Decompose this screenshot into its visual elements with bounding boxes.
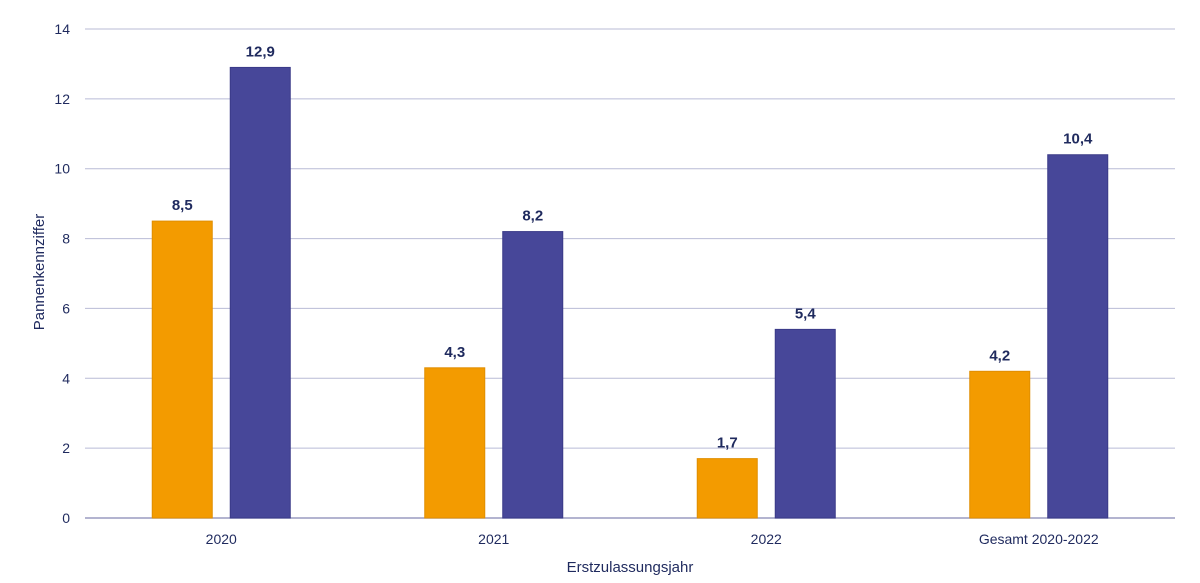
bar (229, 66, 291, 519)
data-label: 4,2 (989, 347, 1010, 364)
data-label: 5,4 (795, 305, 817, 322)
x-tick-label: 2021 (478, 531, 509, 547)
x-tick-label: 2022 (751, 531, 782, 547)
y-tick-label: 8 (62, 231, 70, 247)
y-tick-label: 0 (62, 510, 70, 526)
data-label: 4,3 (444, 344, 465, 361)
bar (151, 220, 213, 519)
x-axis-title: Erstzulassungsjahr (567, 559, 694, 576)
x-tick-label: Gesamt 2020-2022 (979, 531, 1099, 547)
data-label: 12,9 (246, 43, 275, 60)
y-tick-label: 4 (62, 370, 70, 386)
y-axis-ticks: 0 2 4 6 8 10 12 14 (54, 21, 70, 526)
bar (774, 328, 836, 519)
data-label: 1,7 (717, 435, 738, 452)
data-label: 8,2 (522, 208, 543, 225)
y-tick-label: 2 (62, 440, 70, 456)
bar (502, 231, 564, 519)
data-label: 10,4 (1063, 131, 1093, 148)
bars (151, 66, 1109, 519)
data-labels: 8,5 12,9 4,3 8,2 1,7 5,4 4,2 10,4 (172, 43, 1093, 451)
bar (969, 370, 1031, 519)
bar (696, 458, 758, 519)
y-axis-title: Pannenkennziffer (31, 214, 48, 330)
y-tick-label: 6 (62, 300, 70, 316)
data-label: 8,5 (172, 197, 193, 214)
bar (1047, 154, 1109, 519)
y-tick-label: 10 (54, 161, 70, 177)
x-axis-ticks: 2020 2021 2022 Gesamt 2020-2022 (206, 531, 1099, 547)
y-tick-label: 12 (54, 91, 70, 107)
y-tick-label: 14 (54, 21, 70, 37)
x-tick-label: 2020 (206, 531, 237, 547)
bar (424, 367, 486, 519)
